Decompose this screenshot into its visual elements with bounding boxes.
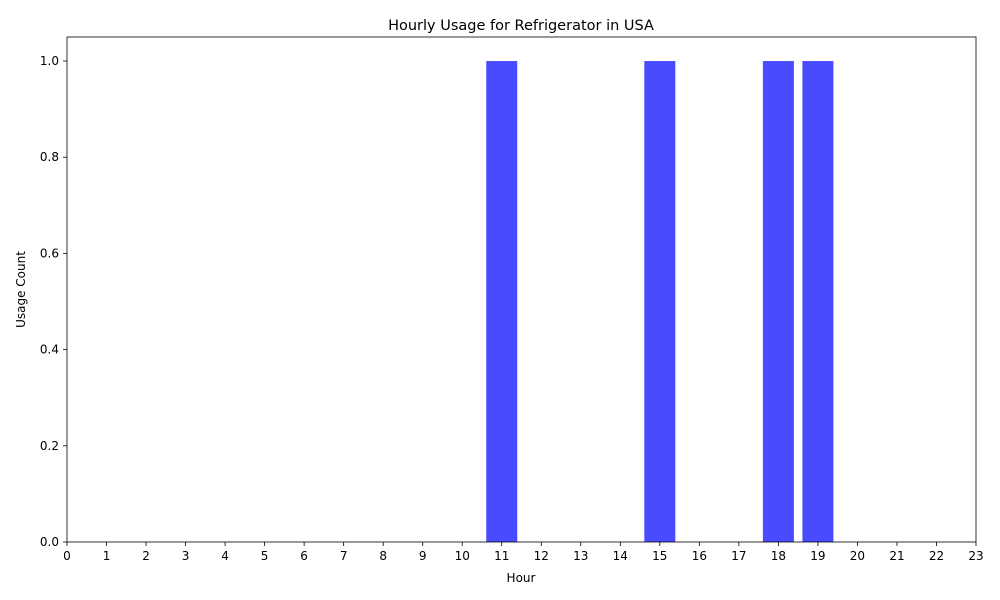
x-tick-label: 19 xyxy=(810,549,825,563)
x-tick-label: 21 xyxy=(889,549,904,563)
x-tick-label: 14 xyxy=(613,549,628,563)
x-tick-label: 6 xyxy=(300,549,308,563)
x-tick-label: 5 xyxy=(261,549,269,563)
x-tick-label: 3 xyxy=(182,549,190,563)
y-ticks: 0.0 0.2 0.4 0.6 0.8 1.0 xyxy=(40,54,67,549)
x-axis-title: Hour xyxy=(507,571,536,585)
bar-hour-11 xyxy=(486,61,518,543)
y-tick-label: 0.0 xyxy=(40,535,59,549)
plot-frame xyxy=(66,36,977,543)
x-tick-label: 0 xyxy=(63,549,71,563)
x-tick-label: 20 xyxy=(850,549,865,563)
bars-layer xyxy=(486,61,834,543)
y-tick-label: 1.0 xyxy=(40,54,59,68)
x-tick-label: 15 xyxy=(652,549,667,563)
x-tick-label: 1 xyxy=(103,549,111,563)
x-tick-label: 12 xyxy=(534,549,549,563)
x-tick-label: 9 xyxy=(419,549,427,563)
x-tick-label: 10 xyxy=(455,549,470,563)
bar-hour-18 xyxy=(762,61,794,543)
y-tick-label: 0.8 xyxy=(40,150,59,164)
y-tick-label: 0.2 xyxy=(40,439,59,453)
x-tick-label: 7 xyxy=(340,549,348,563)
x-tick-label: 8 xyxy=(379,549,387,563)
x-tick-label: 2 xyxy=(142,549,150,563)
x-tick-label: 18 xyxy=(771,549,786,563)
y-tick-label: 0.6 xyxy=(40,246,59,260)
chart-title: Hourly Usage for Refrigerator in USA xyxy=(388,18,654,34)
x-tick-label: 4 xyxy=(221,549,229,563)
x-tick-label: 17 xyxy=(731,549,746,563)
x-ticks: 0 1 2 3 4 5 6 7 8 9 10 11 12 13 14 15 16 17 18 19 20 21 22 23 xyxy=(63,542,984,563)
x-tick-label: 13 xyxy=(573,549,588,563)
bar-hour-15 xyxy=(644,61,676,543)
x-tick-label: 23 xyxy=(968,549,983,563)
x-tick-label: 16 xyxy=(692,549,707,563)
y-tick-label: 0.4 xyxy=(40,343,59,357)
y-axis-title: Usage Count xyxy=(14,251,28,328)
x-tick-label: 11 xyxy=(494,549,509,563)
x-tick-label: 22 xyxy=(929,549,944,563)
bar-hour-19 xyxy=(802,61,834,543)
